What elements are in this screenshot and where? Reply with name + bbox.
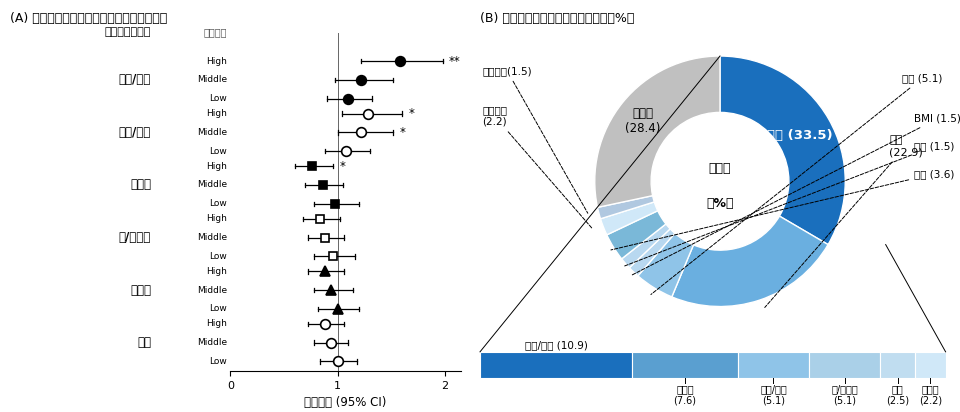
Text: High: High <box>206 319 227 328</box>
Text: 野菜/果物
(5.1): 野菜/果物 (5.1) <box>760 384 787 406</box>
Text: (B) 尿中テルル濃度に対する寄与率（%）: (B) 尿中テルル濃度に対する寄与率（%） <box>480 12 635 26</box>
Wedge shape <box>637 233 693 297</box>
Text: (A) 食品摄取頻度と尿中テルル濃度の関係性: (A) 食品摄取頻度と尿中テルル濃度の関係性 <box>10 12 167 26</box>
Text: その他
(28.4): その他 (28.4) <box>625 107 660 135</box>
Text: Middle: Middle <box>197 233 227 242</box>
Text: Low: Low <box>209 199 227 208</box>
Bar <box>480 352 632 379</box>
Bar <box>738 352 809 379</box>
Wedge shape <box>672 216 828 307</box>
Text: 肉/乳製品
(5.1): 肉/乳製品 (5.1) <box>831 384 858 406</box>
Text: High: High <box>206 214 227 223</box>
Text: BMI (1.5): BMI (1.5) <box>632 114 960 275</box>
Text: 摄取頻度: 摄取頻度 <box>204 27 227 37</box>
Text: 運動習慣
(2.2): 運動習慣 (2.2) <box>482 105 592 229</box>
Text: Middle: Middle <box>197 286 227 295</box>
Text: Low: Low <box>209 94 227 103</box>
Text: High: High <box>206 109 227 118</box>
Text: 就労状況(1.5): 就労状況(1.5) <box>483 66 588 213</box>
Text: 飲酒 (1.5): 飲酒 (1.5) <box>623 141 954 267</box>
Text: Middle: Middle <box>197 75 227 84</box>
Text: 穀類/豆類 (10.9): 穀類/豆類 (10.9) <box>524 340 588 351</box>
Text: 寄与率: 寄与率 <box>708 162 732 175</box>
Text: Middle: Middle <box>197 128 227 137</box>
Wedge shape <box>595 56 720 207</box>
Text: Low: Low <box>209 304 227 314</box>
Text: 野菜/果物: 野菜/果物 <box>119 126 151 139</box>
Wedge shape <box>601 202 658 235</box>
Text: Low: Low <box>209 147 227 156</box>
Bar <box>915 352 946 379</box>
Bar <box>632 352 738 379</box>
Wedge shape <box>720 56 845 245</box>
Text: 穀類/豆類: 穀類/豆類 <box>119 73 151 87</box>
Text: Middle: Middle <box>197 338 227 347</box>
Wedge shape <box>630 229 675 276</box>
Text: 飲料: 飲料 <box>137 336 151 349</box>
Text: *: * <box>408 107 414 120</box>
Text: *: * <box>399 126 405 139</box>
Text: Middle: Middle <box>197 180 227 190</box>
X-axis label: オッズ比 (95% CI): オッズ比 (95% CI) <box>304 396 387 409</box>
Text: 海産物: 海産物 <box>130 283 151 297</box>
Text: **: ** <box>449 55 461 68</box>
Bar <box>809 352 880 379</box>
Text: （%）: （%） <box>707 197 733 210</box>
Bar <box>880 352 915 379</box>
Text: 喫煙 (3.6): 喫煙 (3.6) <box>611 169 954 250</box>
Text: 海産物
(2.2): 海産物 (2.2) <box>919 384 942 406</box>
Text: High: High <box>206 56 227 66</box>
Text: 飲料
(2.5): 飲料 (2.5) <box>886 384 909 406</box>
Wedge shape <box>597 196 655 219</box>
Wedge shape <box>622 224 670 268</box>
Text: 食事カテゴリー: 食事カテゴリー <box>105 27 151 37</box>
Text: Low: Low <box>209 252 227 261</box>
Text: 肉/乳製品: 肉/乳製品 <box>119 231 151 244</box>
Text: High: High <box>206 267 227 276</box>
Text: *: * <box>340 160 346 173</box>
Text: 菓子類
(7.6): 菓子類 (7.6) <box>673 384 696 406</box>
Text: 食事 (33.5): 食事 (33.5) <box>766 129 832 142</box>
Text: High: High <box>206 162 227 171</box>
Text: Low: Low <box>209 357 227 366</box>
Text: 性別
(22.9): 性別 (22.9) <box>765 136 923 307</box>
Text: 年齢 (5.1): 年齢 (5.1) <box>651 74 942 295</box>
Text: 菓子類: 菓子類 <box>130 178 151 192</box>
Wedge shape <box>607 211 666 259</box>
